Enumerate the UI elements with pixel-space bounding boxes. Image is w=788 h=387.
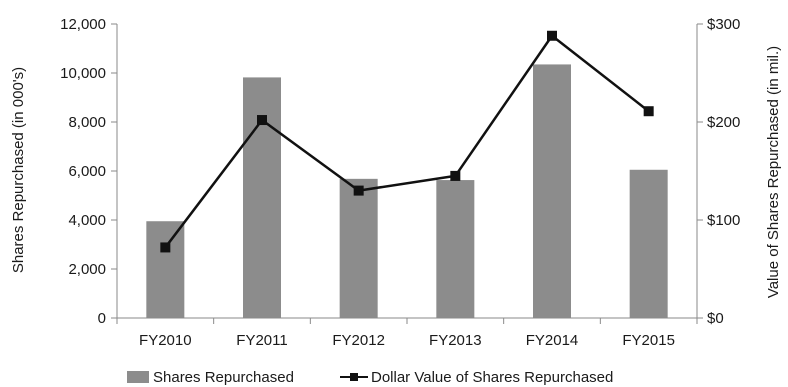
bar [243, 77, 281, 318]
left-axis-tick-label: 10,000 [60, 65, 106, 82]
legend-label-dollar: Dollar Value of Shares Repurchased [371, 369, 613, 386]
left-axis-tick-label: 0 [98, 310, 106, 327]
legend-marker-dollar [350, 373, 358, 381]
left-axis-tick-label: 2,000 [68, 261, 106, 278]
left-axis-tick-label: 8,000 [68, 114, 106, 131]
left-axis-title: Shares Repurchased (in 000's) [10, 67, 27, 273]
bar [533, 64, 571, 318]
x-axis-tick-label: FY2011 [236, 332, 287, 349]
right-axis-tick-label: $0 [707, 310, 724, 327]
x-axis-tick-label: FY2010 [139, 332, 192, 349]
line-point-marker [547, 30, 557, 41]
right-axis-title: Value of Shares Repurchased (in mil.) [765, 46, 782, 298]
x-axis-tick-label: FY2013 [429, 332, 482, 349]
left-axis-tick-label: 4,000 [68, 212, 106, 229]
legend: Shares Repurchased Dollar Value of Share… [127, 369, 613, 386]
left-axis-ticks: 0 2,000 4,000 6,000 8,000 10,000 12,000 [60, 16, 117, 327]
series-line [164, 34, 650, 249]
x-axis-tick-label: FY2015 [622, 332, 675, 349]
line-point-marker [450, 170, 461, 181]
bar [146, 221, 185, 318]
left-axis-tick-label: 12,000 [60, 16, 106, 33]
right-axis-ticks: $0 $100 $200 $300 [697, 16, 740, 327]
line-point-marker [643, 106, 654, 117]
bar [436, 180, 475, 318]
left-axis-tick-label: 6,000 [68, 163, 106, 180]
right-axis-tick-label: $300 [707, 16, 740, 33]
x-axis-tick-label: FY2012 [332, 332, 385, 349]
right-axis-tick-label: $100 [707, 212, 740, 229]
x-axis-tick-label: FY2014 [526, 332, 579, 349]
line-point-marker [353, 185, 364, 196]
line-series [160, 30, 654, 253]
legend-label-shares: Shares Repurchased [153, 369, 294, 386]
legend-swatch-shares [127, 371, 149, 383]
right-axis-tick-label: $200 [707, 114, 740, 131]
x-axis-ticks: FY2010 FY2011 FY2012 FY2013 FY2014 FY2015 [116, 318, 698, 349]
bar-series [146, 64, 668, 318]
line-point-marker [257, 115, 267, 126]
bar [629, 169, 668, 318]
line-point-marker [160, 242, 171, 253]
bar [339, 178, 378, 318]
